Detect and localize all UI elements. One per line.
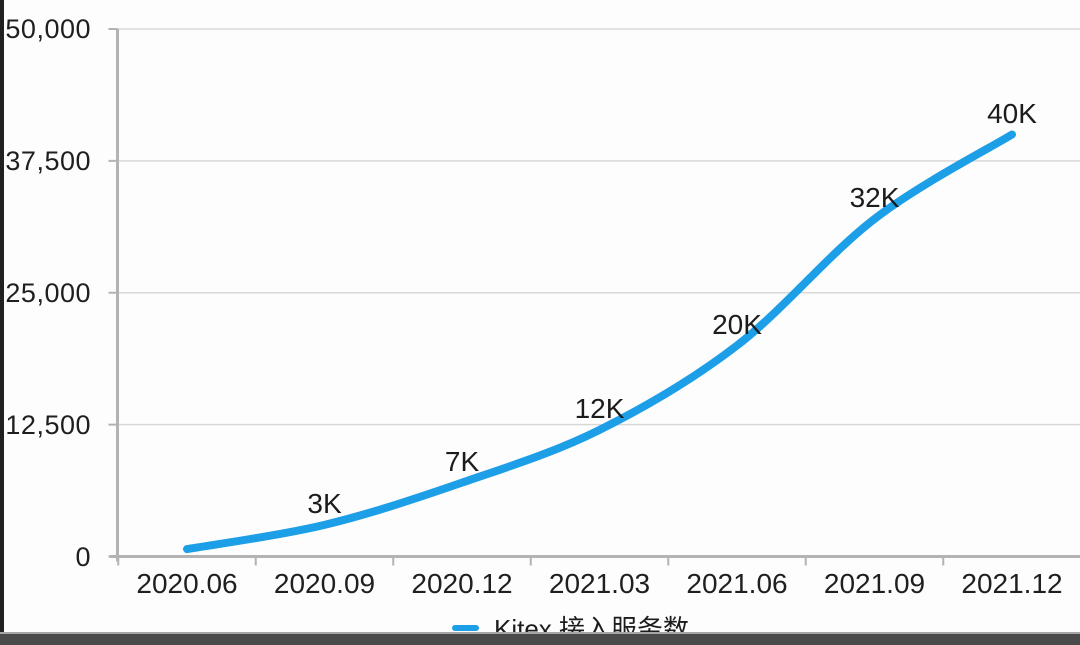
x-axis-tick-label: 2020.09 (273, 568, 376, 599)
x-axis-tick-label: 2021.12 (961, 568, 1063, 599)
data-point-label: 7K (444, 445, 480, 477)
y-axis-tick-label: 0 (75, 541, 91, 572)
x-axis-tick-label: 2021.09 (823, 568, 926, 599)
x-axis-tick-label: 2020.06 (136, 568, 238, 599)
x-axis-tick-label: 2020.12 (411, 568, 513, 599)
x-axis-tick-label: 2021.03 (548, 568, 651, 599)
y-axis-tick-label: 50,000 (5, 14, 91, 44)
data-point-label: 20K (712, 308, 762, 340)
bottom-edge-bar (0, 632, 1080, 645)
legend-line-marker-icon (452, 624, 479, 631)
y-axis-tick-label: 25,000 (5, 277, 91, 308)
y-axis-tick-label: 37,500 (5, 145, 91, 176)
data-point-label: 40K (987, 97, 1037, 129)
data-point-label: 32K (849, 181, 900, 213)
y-axis-tick-label: 12,500 (5, 409, 91, 440)
x-axis-tick-label: 2021.06 (686, 568, 788, 599)
data-point-label: 3K (307, 487, 342, 519)
left-edge-bar (0, 0, 4, 645)
data-point-label: 12K (574, 392, 625, 424)
series-line (183, 130, 1016, 554)
